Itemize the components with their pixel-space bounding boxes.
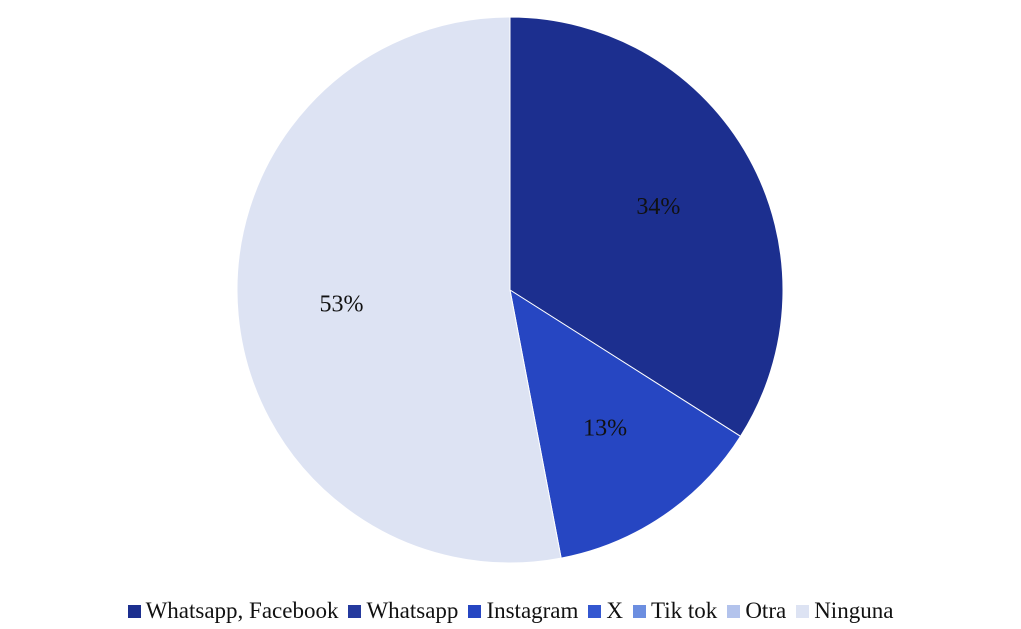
legend-swatch-2: [468, 604, 482, 618]
slice-label-2: 13%: [583, 415, 627, 441]
legend-item-5: Otra: [727, 598, 786, 624]
legend-label-0: Whatsapp, Facebook: [145, 598, 339, 623]
legend-swatch-6: [796, 604, 810, 618]
pie-chart-canvas: 34% 13% 53%: [236, 16, 784, 564]
slice-label-0: 34%: [636, 194, 680, 220]
legend-item-2: Instagram: [468, 598, 578, 624]
pie-slice-0: [509, 16, 784, 437]
legend-label-6: Ninguna: [814, 598, 894, 623]
legend-item-4: Tik tok: [633, 598, 717, 624]
legend-label-1: Whatsapp: [366, 598, 459, 623]
pie-slice-6: [236, 16, 562, 564]
legend: Whatsapp, Facebook Whatsapp Instagram X Tik …: [0, 596, 1021, 626]
legend-label-2: Instagram: [486, 598, 579, 623]
pie-slice-2: [509, 288, 742, 559]
legend-item-0: Whatsapp, Facebook: [127, 598, 339, 624]
legend-item-6: Ninguna: [796, 598, 893, 624]
legend-item-3: X: [588, 598, 623, 624]
legend-swatch-3: [588, 604, 602, 618]
legend-item-1: Whatsapp: [348, 598, 458, 624]
legend-swatch-5: [727, 604, 741, 618]
legend-label-3: X: [606, 598, 624, 623]
legend-swatch-1: [348, 604, 362, 618]
legend-label-5: Otra: [745, 598, 787, 623]
legend-label-4: Tik tok: [651, 598, 718, 623]
legend-swatch-0: [127, 604, 141, 618]
slice-label-6: 53%: [319, 291, 363, 317]
legend-swatch-4: [633, 604, 647, 618]
